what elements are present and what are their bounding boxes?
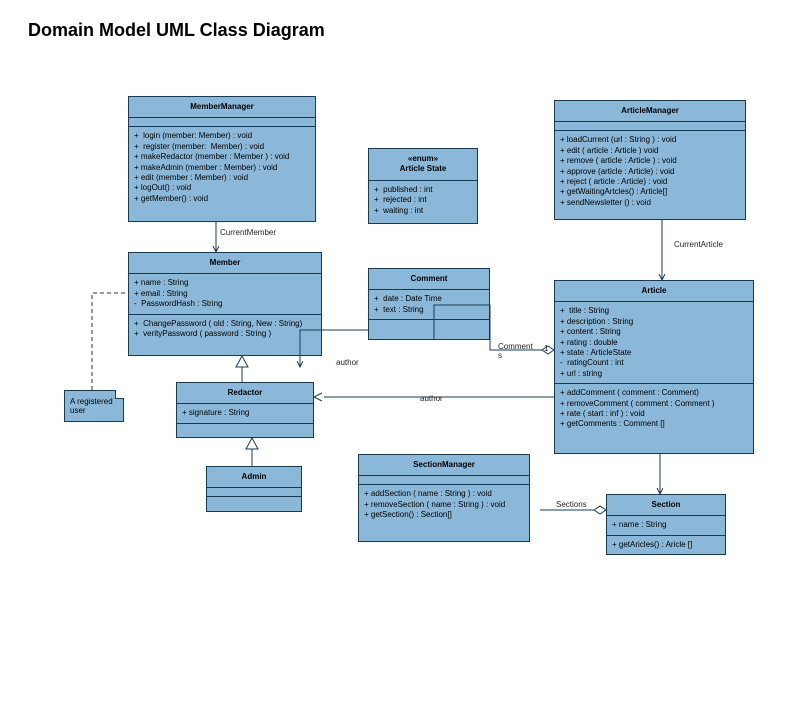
class-member: + sendNewsletter () : void xyxy=(560,198,740,208)
note-registered-user: A registered user xyxy=(64,390,124,422)
class-member: + getWaitingArtcles() : Article[] xyxy=(560,187,740,197)
class-title: Member xyxy=(129,253,321,274)
class-member: + url : string xyxy=(560,369,748,379)
class-member: Member+ name : String+ email : String- P… xyxy=(128,252,322,356)
class-member: + addSection ( name : String ) : void xyxy=(364,489,524,499)
class-member: + loadCurrent (url : String ) : void xyxy=(560,135,740,145)
class-title: Comment xyxy=(369,269,489,290)
class-section: + title : String+ description : String+ … xyxy=(555,302,753,384)
class-section: + addSection ( name : String ) : void+ r… xyxy=(359,485,529,524)
class-membermanager: MemberManager + login (member: Member) : … xyxy=(128,96,316,222)
class-section xyxy=(207,497,301,505)
class-section: + signature : String xyxy=(177,404,313,423)
class-sectionmanager: SectionManager + addSection ( name : Stri… xyxy=(358,454,530,542)
class-articlemanager: ArticleManager + loadCurrent (url : Strin… xyxy=(554,100,746,220)
class-title: Section xyxy=(607,495,725,516)
class-member: + ChangePassword ( old : String, New : S… xyxy=(134,319,316,329)
class-member: + text : String xyxy=(374,305,484,315)
label-sections: Sections xyxy=(556,500,587,509)
class-member: + title : String xyxy=(560,306,748,316)
class-section xyxy=(359,476,529,485)
class-member: + makeRedactor (member : Member ) : void xyxy=(134,152,310,162)
class-member: + reject ( article : Article) : void xyxy=(560,177,740,187)
class-section: + name : String+ email : String- Passwor… xyxy=(129,274,321,314)
class-section xyxy=(177,424,313,432)
class-member: + approve (article : Article) : void xyxy=(560,167,740,177)
diagram-title: Domain Model UML Class Diagram xyxy=(28,20,325,41)
class-member: + getSection() : Section[] xyxy=(364,510,524,520)
class-section: + login (member: Member) : void+ registe… xyxy=(129,127,315,208)
class-member: + waiting : int xyxy=(374,206,472,216)
class-member: + removeSection ( name : String ) : void xyxy=(364,500,524,510)
label-current-article: CurrentArticle xyxy=(674,240,723,249)
class-member: + logOut() : void xyxy=(134,183,310,193)
class-member: - PasswordHash : String xyxy=(134,299,316,309)
label-comments: Comment s xyxy=(498,342,533,360)
class-member: + login (member: Member) : void xyxy=(134,131,310,141)
class-member: + edit ( article : Article ) void xyxy=(560,146,740,156)
class-section: Section + name : String + getAricles() : A… xyxy=(606,494,726,555)
class-redactor: Redactor + signature : String xyxy=(176,382,314,438)
class-title: ArticleManager xyxy=(555,101,745,122)
class-member: + state : ArticleState xyxy=(560,348,748,358)
class-member: + name : String xyxy=(134,278,316,288)
class-member: + removeComment ( comment : Comment ) xyxy=(560,399,748,409)
class-member: + rate ( start : inf ) : void xyxy=(560,409,748,419)
class-title: SectionManager xyxy=(359,455,529,476)
class-member: + rejected : int xyxy=(374,195,472,205)
class-admin: Admin xyxy=(206,466,302,512)
class-title: Admin xyxy=(207,467,301,488)
class-section: + addComment ( comment : Comment)+ remov… xyxy=(555,384,753,434)
class-member: + published : int xyxy=(374,185,472,195)
class-section xyxy=(555,122,745,131)
class-member: + content : String xyxy=(560,327,748,337)
label-author-1: author xyxy=(336,358,359,367)
class-member: + description : String xyxy=(560,317,748,327)
label-one: 1 xyxy=(544,344,548,353)
class-title: MemberManager xyxy=(129,97,315,118)
class-member: + name : String xyxy=(612,520,720,530)
class-member: + remove ( article : Article ) : void xyxy=(560,156,740,166)
class-title: «enum» Article State xyxy=(369,149,477,181)
class-section: + published : int+ rejected : int+ waiti… xyxy=(369,181,477,220)
class-title: Redactor xyxy=(177,383,313,404)
class-section: + date : Date Time+ text : String xyxy=(369,290,489,320)
class-title: Article xyxy=(555,281,753,302)
class-section: + ChangePassword ( old : String, New : S… xyxy=(129,315,321,344)
class-section: + loadCurrent (url : String ) : void+ ed… xyxy=(555,131,745,212)
label-current-member: CurrentMember xyxy=(220,228,276,237)
note-text: A registered user xyxy=(70,397,113,415)
class-comment: Comment+ date : Date Time+ text : String xyxy=(368,268,490,340)
class-member: + register (member: Member) : void xyxy=(134,142,310,152)
class-member: + rating : double xyxy=(560,338,748,348)
label-author-2: author xyxy=(420,394,443,403)
class-section: + name : String xyxy=(607,516,725,535)
class-member: + getMember() : void xyxy=(134,194,310,204)
class-section: + getAricles() : Aricle [] xyxy=(607,536,725,554)
class-member: + addComment ( comment : Comment) xyxy=(560,388,748,398)
class-section xyxy=(129,118,315,127)
class-member: + makeAdmin (member : Member) : void xyxy=(134,163,310,173)
class-member: + getAricles() : Aricle [] xyxy=(612,540,720,550)
class-articlestate: «enum» Article State+ published : int+ r… xyxy=(368,148,478,224)
class-member: + date : Date Time xyxy=(374,294,484,304)
class-member: + email : String xyxy=(134,289,316,299)
class-member: - ratingCount : int xyxy=(560,358,748,368)
class-member: + signature : String xyxy=(182,408,308,418)
class-article: Article+ title : String+ description : S… xyxy=(554,280,754,454)
class-member: + verityPassword ( password : String ) xyxy=(134,329,316,339)
class-section xyxy=(207,488,301,497)
class-member: + getComments : Comment [] xyxy=(560,419,748,429)
class-section xyxy=(369,320,489,328)
class-member: + edit (member : Member) : void xyxy=(134,173,310,183)
